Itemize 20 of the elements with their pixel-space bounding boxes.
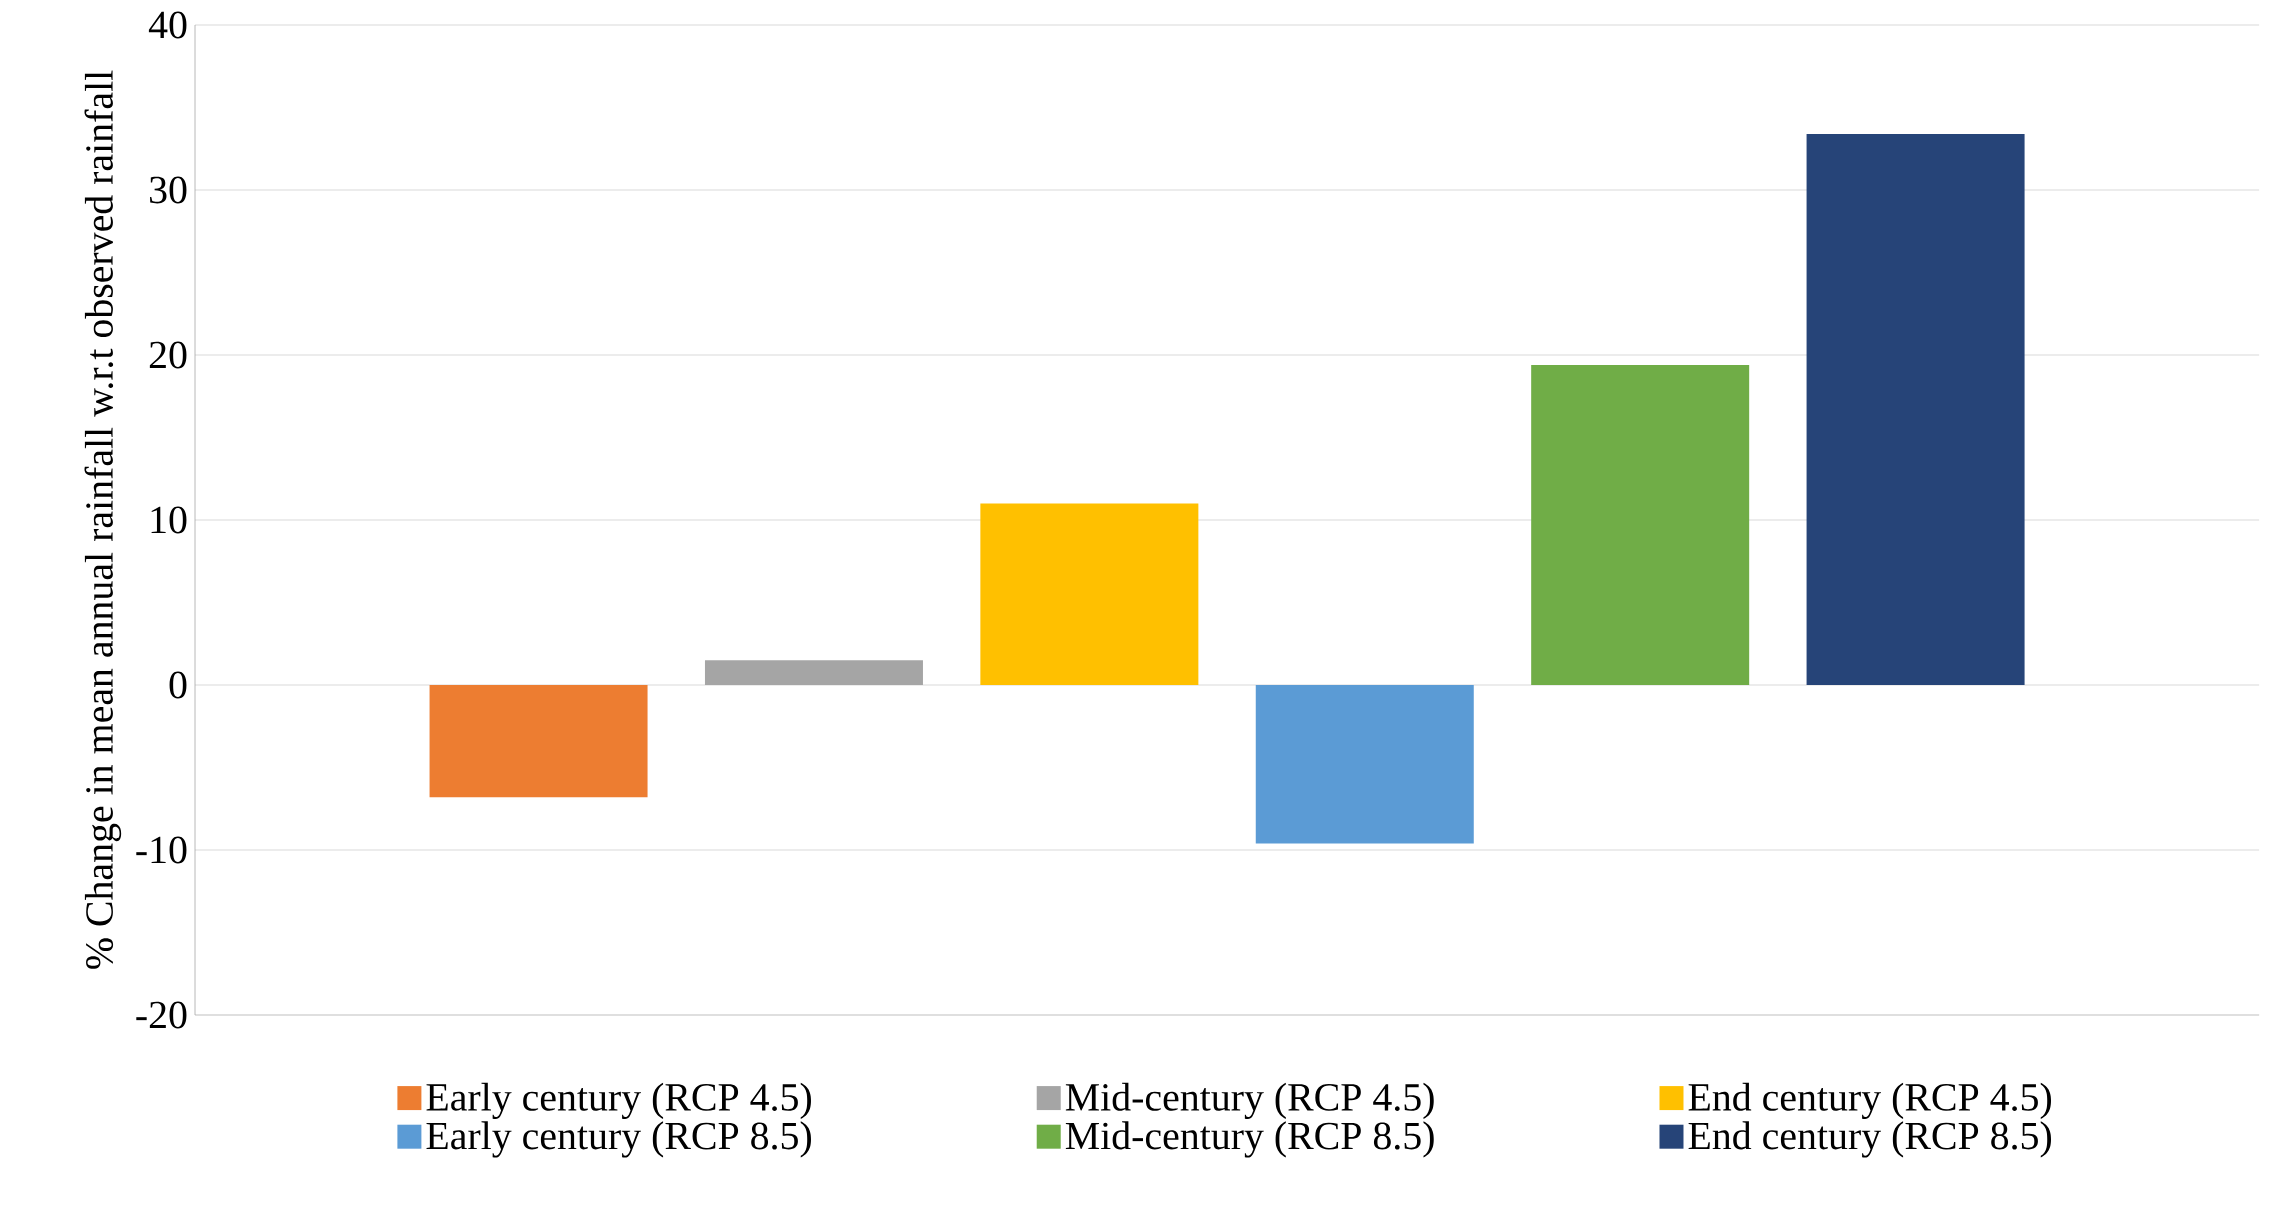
bar <box>1255 685 1474 844</box>
bar <box>704 660 923 685</box>
legend-label: Mid-century (RCP 4.5) <box>1065 1082 1434 1120</box>
y-tick-label: 10 <box>151 506 187 534</box>
y-axis-title: % Change in mean annual rainfall w.r.t observed rainfall <box>84 70 122 969</box>
bar <box>429 685 648 798</box>
legend-label: Early century (RCP 8.5) <box>426 1121 811 1158</box>
y-tick-label: 0 <box>169 671 187 699</box>
legend-label: End century (RCP 8.5) <box>1688 1121 2052 1158</box>
y-tick-label: -10 <box>136 836 187 864</box>
legend-label: End century (RCP 4.5) <box>1688 1082 2052 1120</box>
bar <box>1531 364 1750 685</box>
bar <box>1806 133 2025 685</box>
y-tick-label: 40 <box>148 11 187 39</box>
y-tick-label: -20 <box>136 1001 187 1029</box>
y-tick-label: 20 <box>149 341 187 369</box>
bar <box>980 503 1199 685</box>
legend-label: Early century (RCP 4.5) <box>426 1082 811 1120</box>
legend-label: Mid-century (RCP 8.5) <box>1065 1121 1434 1158</box>
y-tick-label: 30 <box>150 176 187 204</box>
